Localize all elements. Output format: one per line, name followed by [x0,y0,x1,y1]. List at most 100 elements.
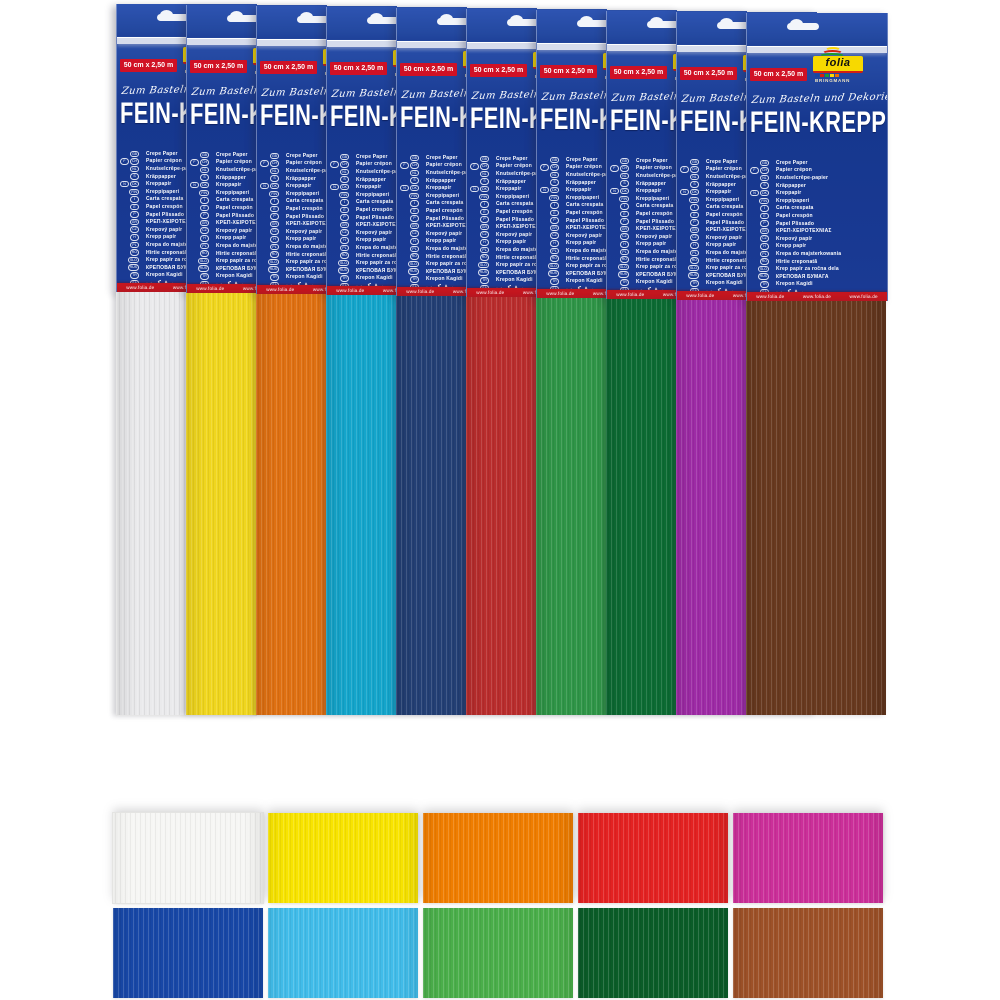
country-code-badges: E [607,210,629,218]
country-code-badges: SLO [407,260,419,268]
country-code-badges: P [467,216,489,223]
country-code-badges: CZ [397,230,419,237]
language-label: Krepp papír [706,242,737,249]
language-row: GB Crepe Paper [607,157,747,165]
crepe-paper-pack: 50 cm x 2,50 m folia BRINGMANN Zum Baste… [746,13,888,715]
language-row: CZ Krepový papír [677,234,817,242]
language-row: GR ΚΡΕΠ-ΧΕΙΡΟΤΕΧΝΙΑΣ [397,222,537,230]
language-row: H Krepp papír [677,242,817,250]
language-label: Kreppapir [496,186,522,193]
language-label: Krepon Kagidi [706,280,743,287]
language-row: SLO Krep papir za ročna dela [537,262,677,270]
language-label: Knutselcrêpe-papier [216,166,269,173]
language-row: P Papel Plissado [117,211,257,219]
hang-hole-icon [297,12,329,23]
country-code-badges: RO [549,255,559,262]
language-label: Kreppapir [426,185,452,192]
language-label: Krepa do majsterkowania [356,244,422,251]
language-row: TR Krepon Kagidi [747,281,887,289]
language-label: ΚΡΕΠ-ΧΕΙΡΟΤΕΧΝΙΑΣ [776,228,832,235]
pack-label: 50 cm x 2,50 m folia BRINGMANN Zum Baste… [746,13,888,301]
language-row: I Carta crespata [187,197,327,205]
language-label: КРЕПОВАЯ БУМАГА [356,267,409,274]
paper-roll-brown [746,301,886,715]
country-code-badges: E [117,203,139,211]
country-code-badges: N DK [187,181,209,189]
language-row: RO Hîrtie creponată [607,256,747,264]
language-list: GB Crepe Paper F CH Papier crépon NL Knutselcr… [537,156,677,293]
country-code-badges: CZ [537,232,559,239]
language-label: Krep papir za ročna dela [426,261,489,268]
language-row: SLO Krep papir za ročna dela [117,256,257,264]
country-code-badges: N DK [117,180,139,188]
country-code-badges: E [677,211,699,219]
language-label: Krepon Kagidi [356,275,393,282]
country-code-badges: N DK [467,185,489,193]
country-code-badges: RUS [407,268,419,275]
language-label: Krepp papír [286,236,317,243]
language-label: Kreppipaperi [636,195,670,202]
country-code-badges: TR [607,279,629,286]
language-label: Krepon Kagidi [496,277,533,284]
size-badge: 50 cm x 2,50 m [610,66,667,79]
country-code-badges: RO [269,251,279,258]
language-label: Krep papir za ročna dela [636,264,699,271]
language-row: GB Crepe Paper [257,152,397,160]
country-code-badges: SLO [127,256,139,264]
language-row: F CH Papier crépon [677,166,817,174]
language-row: GR ΚΡΕΠ-ΧΕΙΡΟΤΕΧΝΙΑΣ [117,218,257,226]
hang-hole-icon [227,11,259,22]
language-list: GB Crepe Paper F CH Papier crépon NL Knutselcr… [117,150,257,287]
country-code-badges: P [187,212,209,219]
language-label: Krepový papír [426,230,463,237]
language-row: S Kräppapper [257,175,397,183]
country-code-badges: TR [747,281,769,288]
country-code-badges: SLO [337,259,349,267]
language-row: E Papel crespón [187,204,327,212]
language-row: N DK Kreppapir [327,183,467,191]
language-row: F CH Papier crépon [747,167,887,175]
country-code-badges: FIN [199,189,209,197]
language-label: Crepe Paper [146,150,178,157]
language-row: I Carta crespata [117,196,257,204]
language-label: Hîrtie creponată [566,255,608,262]
language-label: Kreppipaperi [356,191,390,198]
language-label: Krepon Kagidi [426,276,463,283]
country-code-badges: E [747,212,769,220]
language-row: F CH Papier crépon [397,162,537,170]
country-code-badges: SLO [687,264,699,272]
language-row: TR Krepon Kagidi [537,278,677,286]
language-row: I Carta crespata [327,199,467,207]
language-label: Carta crespata [286,198,324,205]
language-row: S Kräppapper [117,173,257,181]
language-row: CZ Krepový papír [327,229,467,237]
language-label: Kräppapper [566,179,597,186]
country-code-badges: GR [619,225,629,233]
country-code-badges: S [747,182,769,189]
language-label: Kreppapir [356,184,382,191]
language-row: GB Crepe Paper [327,153,467,161]
language-label: Krepa do majsterkowania [496,246,562,253]
language-row: N DK Kreppapir [467,185,607,193]
language-row: P Papel Plissado [257,213,397,221]
language-row: FIN Kreppipaperi [607,195,747,203]
country-code-badges: GB [549,156,559,164]
language-label: ΚΡΕΠ-ΧΕΙΡΟΤΕΧΝΙΑΣ [636,226,692,233]
language-row: RUS КРЕПОВАЯ БУМАГА [327,267,467,275]
color-swatch-pink [733,813,883,903]
country-code-badges: GB [129,150,139,158]
country-code-badges: GR [549,224,559,232]
language-row: H Krepp papír [607,241,747,249]
website-url: www.folia.de [686,293,715,298]
language-row: NL Knutselcrêpe-papier [327,168,467,176]
language-label: ΚΡΕΠ-ΧΕΙΡΟΤΕΧΝΙΑΣ [216,220,272,227]
language-label: Papier crépon [776,167,812,174]
language-label: Papel crespón [356,206,393,213]
language-label: Kreppipaperi [146,188,180,195]
country-code-badges: H [537,240,559,247]
country-code-badges: F CH [537,164,559,171]
language-label: КРЕПОВАЯ БУМАГА [636,271,689,278]
language-label: Carta crespata [776,205,814,212]
country-code-badges: GB [269,152,279,160]
country-code-badges: PL [257,243,279,251]
